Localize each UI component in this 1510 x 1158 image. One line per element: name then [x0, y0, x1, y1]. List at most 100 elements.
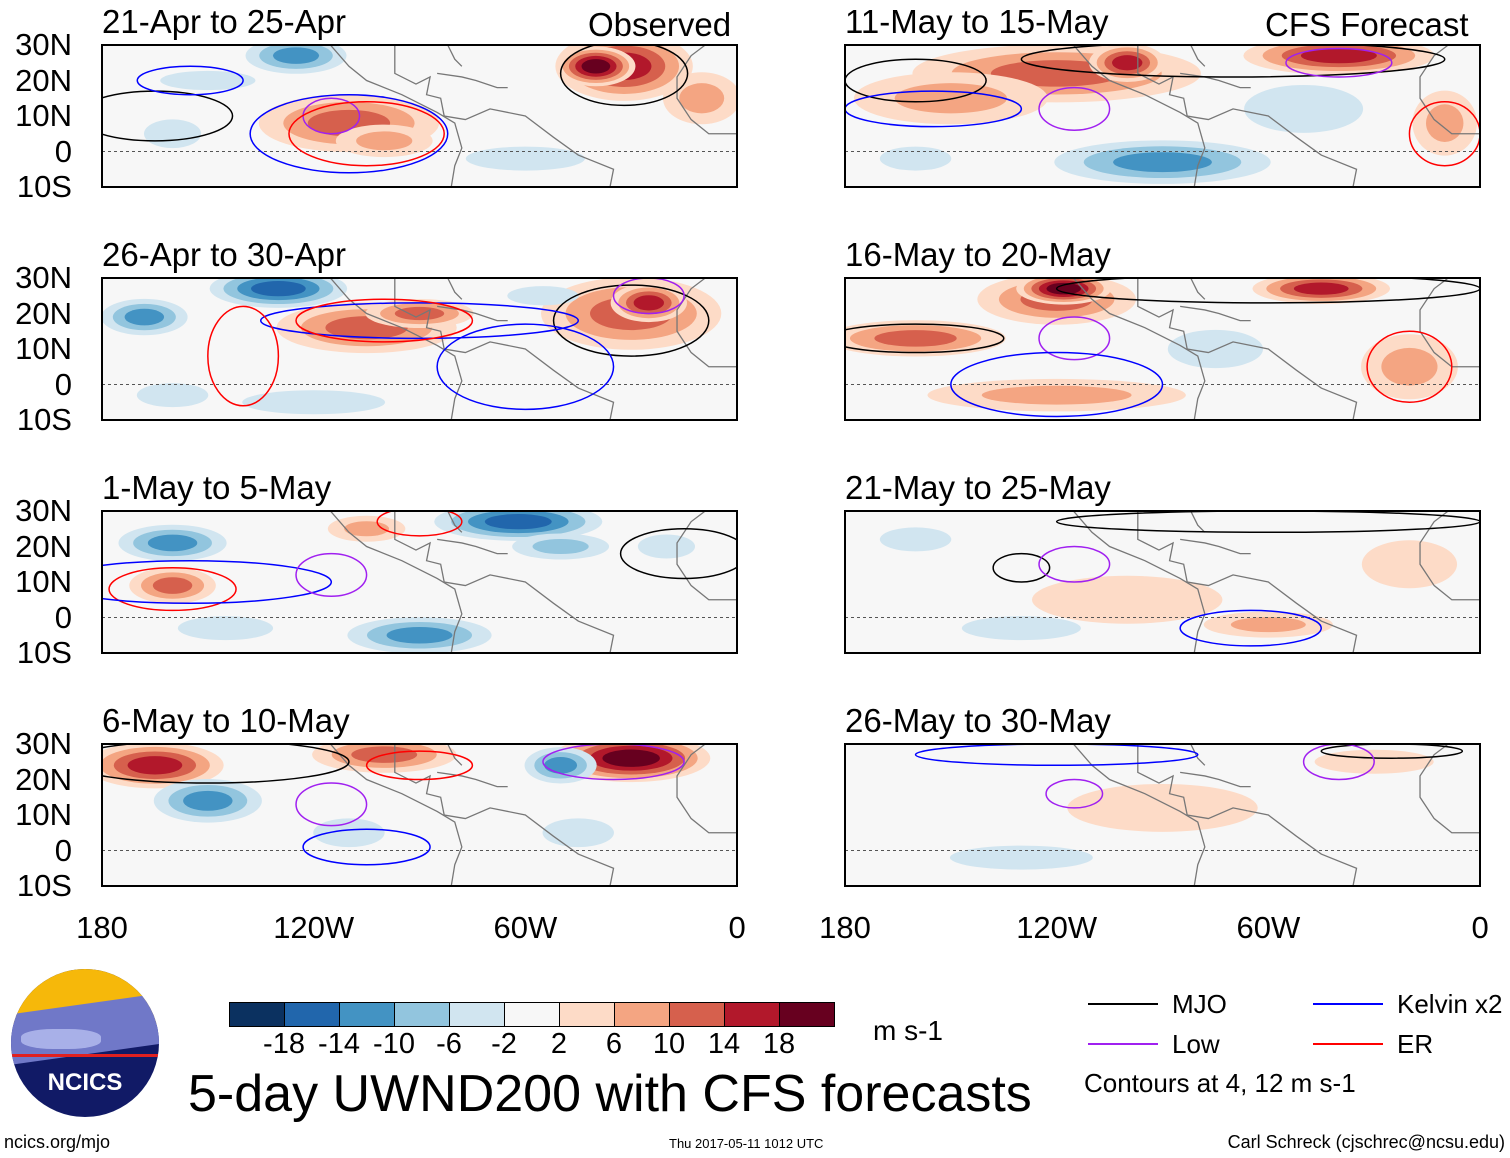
- coastline: [394, 45, 615, 188]
- low-contour: [1038, 316, 1111, 361]
- wind-anomaly-blob: [602, 749, 660, 767]
- wind-anomaly-blob: [542, 818, 614, 848]
- map-panel: [101, 510, 738, 654]
- x-tick-label: 120W: [273, 910, 355, 945]
- coastline: [676, 277, 737, 368]
- logo: NCICS: [11, 969, 159, 1117]
- wind-anomaly-blob: [177, 616, 274, 641]
- wind-anomaly-blob: [136, 383, 209, 408]
- colorbar-tick-label: -2: [491, 1028, 517, 1060]
- coastline: [1180, 305, 1251, 322]
- y-tick-label: 20N: [15, 295, 72, 331]
- coastline: [394, 278, 615, 421]
- panel-title: 11-May to 15-May: [845, 3, 1109, 40]
- y-tick-label: 10N: [15, 797, 72, 832]
- wind-anomaly-blob: [990, 60, 1123, 87]
- colorbar-tick-label: -6: [436, 1028, 462, 1060]
- footer-link[interactable]: ncics.org/mjo: [4, 1132, 111, 1152]
- wind-anomaly-blob: [874, 330, 957, 347]
- y-tick-label: 0: [54, 366, 72, 402]
- wind-anomaly-blob: [143, 119, 202, 149]
- map-frame: [101, 44, 738, 188]
- wind-anomaly-blob: [1244, 84, 1364, 133]
- x-tick-label: 180: [819, 910, 871, 945]
- coastline: [328, 743, 463, 887]
- mjo-contour: [101, 743, 350, 784]
- legend-label: Low: [1172, 1029, 1220, 1059]
- wind-anomaly-blob: [356, 131, 413, 151]
- wind-anomaly-blob: [272, 47, 320, 64]
- mjo-contour: [844, 323, 1005, 354]
- coastline: [1180, 538, 1251, 555]
- coastline: [437, 771, 508, 788]
- wind-anomaly-blob: [160, 70, 256, 91]
- wind-anomaly-blob: [1031, 575, 1223, 624]
- colorbar-swatch: [395, 1003, 450, 1026]
- low-contour: [1038, 86, 1111, 131]
- er-contour: [376, 510, 463, 537]
- colorbar-tick-label: 2: [550, 1028, 568, 1060]
- mjo-contour: [559, 44, 689, 107]
- map-panel: [101, 743, 738, 887]
- y-tick-label: 0: [54, 133, 72, 169]
- low-contour: [295, 552, 368, 597]
- coastline: [1190, 743, 1206, 766]
- colorbar-tick-label: 18: [762, 1028, 796, 1060]
- contour-note: Contours at 4, 12 m s-1: [1084, 1068, 1356, 1098]
- coastline: [1137, 45, 1358, 188]
- colorbar-tick-label: 6: [605, 1028, 623, 1060]
- map-panel: [844, 277, 1481, 421]
- wind-anomaly-blob: [386, 626, 453, 644]
- legend-label: Kelvin x2: [1397, 989, 1503, 1019]
- wind-anomaly-blob: [679, 83, 725, 114]
- y-tick-label: 10S: [16, 635, 72, 670]
- er-contour: [295, 298, 474, 343]
- kelvin-contour: [302, 828, 431, 866]
- colorbar-swatch: [340, 1003, 395, 1026]
- er-contour: [108, 567, 237, 612]
- kelvin-contour: [136, 65, 244, 96]
- wind-anomaly-blob: [251, 281, 306, 297]
- figure-title: 5-day UWND200 with CFS forecasts: [188, 1065, 1032, 1123]
- map-panel: [101, 44, 738, 188]
- map-panel: [844, 510, 1481, 654]
- y-tick-label: 20N: [15, 528, 72, 564]
- colorbar-tick-label: 10: [652, 1028, 686, 1060]
- kelvin-contour: [101, 559, 333, 605]
- coastline: [676, 44, 737, 135]
- x-tick-label: 0: [728, 910, 746, 945]
- legend-label: MJO: [1172, 989, 1227, 1019]
- coastline: [1190, 277, 1206, 300]
- er-contour: [365, 750, 474, 781]
- map-frame: [101, 743, 738, 887]
- y-tick-label: 20N: [15, 761, 72, 797]
- y-tick-label: 10N: [15, 564, 72, 599]
- coastline: [676, 743, 737, 834]
- wind-anomaly-blob: [1112, 55, 1143, 71]
- er-contour: [1366, 330, 1453, 403]
- wind-anomaly-blob: [465, 146, 585, 171]
- y-tick-label: 0: [54, 832, 72, 868]
- panel-title: 26-May to 30-May: [845, 702, 1111, 739]
- y-tick-label: 0: [54, 599, 72, 635]
- legend-swatch: [1313, 1003, 1383, 1005]
- mjo-contour: [992, 552, 1051, 583]
- colorbar-swatch: [450, 1003, 505, 1026]
- mjo-contour: [1020, 44, 1446, 78]
- y-tick-label: 30N: [15, 27, 72, 62]
- x-tick-label: 120W: [1016, 910, 1098, 945]
- panel-title: 1-May to 5-May: [102, 469, 332, 506]
- wind-anomaly-blob: [1381, 347, 1438, 386]
- wind-anomaly-blob: [507, 286, 579, 306]
- wind-anomaly-blob: [544, 757, 578, 774]
- author-credit: Carl Schreck (cjschrec@ncsu.edu): [1227, 1132, 1505, 1152]
- wind-anomaly-blob: [1230, 617, 1306, 633]
- er-contour: [207, 305, 280, 407]
- legend-swatch: [1088, 1003, 1158, 1005]
- colorbar-tick-label: -18: [263, 1028, 305, 1060]
- wind-anomaly-blob: [581, 59, 611, 74]
- colorbar-swatch: [230, 1003, 285, 1026]
- y-tick-label: 10N: [15, 98, 72, 133]
- colorbar-swatch: [560, 1003, 615, 1026]
- map-frame: [101, 510, 738, 654]
